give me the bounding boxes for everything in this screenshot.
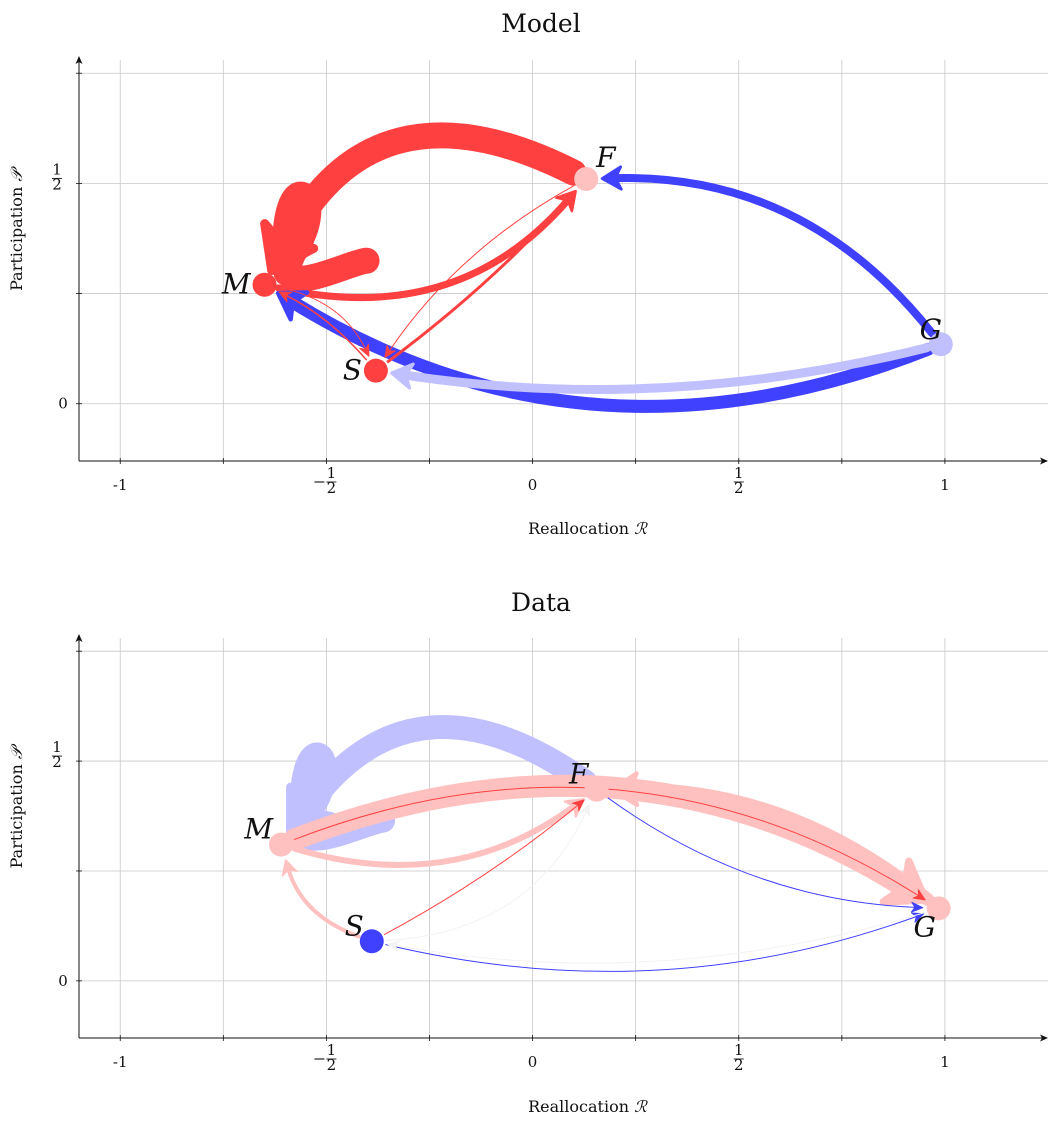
- x-tick-label: 12: [314, 1041, 337, 1074]
- svg-text:2: 2: [734, 1056, 744, 1074]
- grid-lines: [79, 638, 1048, 1038]
- edge-S-M: [281, 859, 361, 939]
- x-tick-label: 12: [314, 464, 337, 497]
- edge-F-M: [260, 122, 587, 276]
- node-label: S: [343, 354, 362, 387]
- svg-text:2: 2: [327, 1056, 337, 1074]
- svg-text:2: 2: [52, 175, 62, 193]
- edge-M-G: [293, 786, 926, 901]
- svg-text:2: 2: [734, 479, 744, 497]
- edge-G-F: [600, 165, 937, 338]
- svg-text:1: 1: [52, 738, 62, 756]
- node-F: F: [568, 758, 609, 802]
- node-label: M: [243, 813, 274, 846]
- edge-G-F: [610, 771, 935, 907]
- edge-F-G: [607, 797, 924, 913]
- x-tick-label: 1: [940, 476, 950, 494]
- node-label: S: [345, 909, 364, 942]
- x-tick-label: -1: [113, 476, 128, 494]
- edge-S-F: [385, 803, 591, 942]
- axes: [75, 56, 1048, 465]
- x-axis-label: Reallocation ℛ: [528, 1097, 648, 1116]
- node-F: F: [574, 141, 617, 191]
- svg-text:1: 1: [52, 160, 62, 178]
- svg-text:1: 1: [734, 464, 744, 482]
- y-tick-label: 0: [58, 395, 68, 413]
- edge-S-F: [383, 799, 585, 936]
- svg-text:1: 1: [327, 1041, 337, 1059]
- edges: [260, 122, 937, 413]
- x-tick-label: 12: [733, 464, 744, 497]
- svg-text:1: 1: [734, 1041, 744, 1059]
- node-label: G: [914, 910, 936, 943]
- x-axis-arrow: [1040, 1034, 1048, 1042]
- edge-G-S: [390, 343, 932, 394]
- edge-G-S: [387, 911, 926, 964]
- svg-text:1: 1: [327, 464, 337, 482]
- edge-S-G: [385, 912, 925, 972]
- x-tick-label: 0: [528, 1053, 538, 1071]
- edge-S-M: [278, 291, 368, 361]
- node-label: G: [920, 313, 942, 346]
- axes: [75, 634, 1048, 1042]
- node-dot: [926, 896, 951, 921]
- y-axis-arrow: [75, 56, 83, 64]
- model-title: Model: [501, 9, 580, 38]
- node-label: F: [568, 758, 590, 791]
- data-title: Data: [511, 588, 571, 617]
- x-axis-label: Reallocation ℛ: [528, 519, 648, 538]
- node-label: F: [595, 141, 617, 174]
- svg-text:2: 2: [327, 479, 337, 497]
- x-tick-label: -1: [113, 1053, 128, 1071]
- node-S: S: [345, 909, 384, 954]
- node-dot: [363, 358, 388, 383]
- node-dot: [584, 777, 609, 802]
- node-dot: [359, 929, 384, 954]
- y-tick-label: 12: [52, 738, 62, 771]
- edges: [281, 715, 935, 972]
- y-tick-label: 0: [58, 972, 68, 990]
- y-tick-label: 12: [52, 160, 62, 193]
- node-dot: [252, 272, 277, 297]
- node-G: G: [920, 313, 953, 357]
- x-tick-label: 0: [528, 476, 538, 494]
- x-axis-arrow: [1040, 457, 1048, 465]
- node-M: M: [243, 813, 294, 857]
- node-dot: [574, 166, 599, 191]
- svg-text:2: 2: [52, 753, 62, 771]
- x-tick-label: 12: [733, 1041, 744, 1074]
- grid-lines: [79, 60, 1048, 461]
- x-tick-label: 1: [940, 1053, 950, 1071]
- nodes: M S F G: [243, 758, 951, 954]
- nodes: M S F G: [221, 141, 953, 387]
- node-dot: [928, 332, 953, 357]
- edge-F-S: [384, 185, 575, 358]
- node-G: G: [914, 896, 951, 943]
- node-S: S: [343, 354, 388, 387]
- y-axis-label: Participation 𝒫: [7, 743, 26, 868]
- node-label: M: [221, 268, 252, 301]
- y-axis-label: Participation 𝒫: [7, 166, 26, 291]
- node-dot: [269, 832, 294, 857]
- edge-M-S: [278, 286, 370, 357]
- edge-M-G: [283, 774, 930, 906]
- node-M: M: [221, 268, 277, 301]
- y-axis-arrow: [75, 634, 83, 642]
- edge-S-F: [386, 190, 577, 364]
